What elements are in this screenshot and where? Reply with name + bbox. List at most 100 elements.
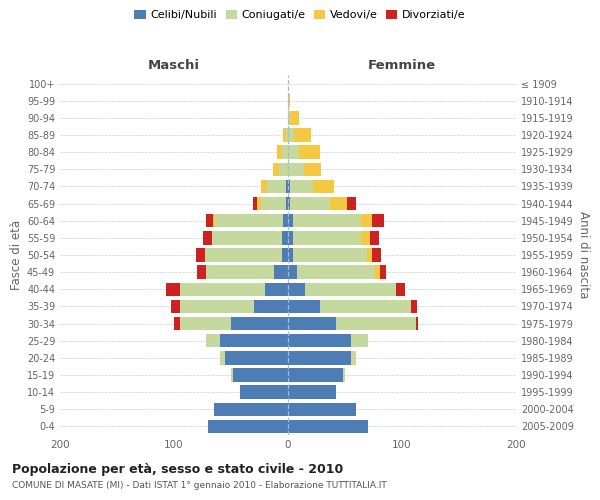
Bar bbox=[288, 146, 299, 159]
Bar bbox=[206, 334, 220, 347]
Bar bbox=[373, 214, 384, 228]
Bar bbox=[226, 351, 288, 364]
Bar bbox=[257, 197, 260, 210]
Bar bbox=[268, 180, 286, 193]
Bar bbox=[288, 368, 343, 382]
Bar bbox=[288, 420, 368, 433]
Bar bbox=[361, 231, 370, 244]
Bar bbox=[416, 317, 418, 330]
Y-axis label: Fasce di età: Fasce di età bbox=[10, 220, 23, 290]
Bar bbox=[374, 266, 380, 279]
Bar bbox=[196, 248, 205, 262]
Bar bbox=[288, 180, 290, 193]
Bar bbox=[206, 214, 213, 228]
Text: Maschi: Maschi bbox=[148, 58, 200, 71]
Bar bbox=[293, 214, 361, 228]
Bar bbox=[288, 300, 320, 313]
Bar bbox=[288, 197, 290, 210]
Bar bbox=[277, 146, 283, 159]
Bar bbox=[206, 266, 274, 279]
Bar bbox=[279, 162, 288, 176]
Bar bbox=[286, 180, 288, 193]
Bar bbox=[283, 214, 288, 228]
Bar bbox=[286, 197, 288, 210]
Bar bbox=[283, 248, 288, 262]
Y-axis label: Anni di nascita: Anni di nascita bbox=[577, 212, 590, 298]
Bar bbox=[180, 282, 265, 296]
Bar bbox=[397, 282, 406, 296]
Bar bbox=[288, 317, 336, 330]
Bar bbox=[350, 351, 356, 364]
Bar bbox=[273, 162, 279, 176]
Bar bbox=[240, 386, 288, 399]
Bar bbox=[205, 248, 283, 262]
Bar bbox=[274, 266, 288, 279]
Bar bbox=[347, 197, 356, 210]
Bar bbox=[233, 368, 288, 382]
Bar bbox=[361, 214, 373, 228]
Bar bbox=[305, 282, 397, 296]
Bar bbox=[288, 111, 290, 124]
Text: COMUNE DI MASATE (MI) - Dati ISTAT 1° gennaio 2010 - Elaborazione TUTTITALIA.IT: COMUNE DI MASATE (MI) - Dati ISTAT 1° ge… bbox=[12, 481, 387, 490]
Bar bbox=[297, 266, 374, 279]
Bar bbox=[336, 317, 416, 330]
Bar bbox=[373, 248, 382, 262]
Bar bbox=[254, 300, 288, 313]
Bar bbox=[283, 146, 288, 159]
Legend: Celibi/Nubili, Coniugati/e, Vedovi/e, Divorziati/e: Celibi/Nubili, Coniugati/e, Vedovi/e, Di… bbox=[130, 6, 470, 25]
Bar bbox=[288, 162, 304, 176]
Bar bbox=[260, 180, 268, 193]
Bar bbox=[288, 386, 336, 399]
Bar bbox=[290, 180, 313, 193]
Bar bbox=[288, 214, 293, 228]
Bar bbox=[290, 197, 330, 210]
Bar bbox=[288, 334, 350, 347]
Bar bbox=[290, 111, 299, 124]
Bar bbox=[253, 197, 257, 210]
Bar bbox=[220, 351, 226, 364]
Bar bbox=[411, 300, 417, 313]
Bar bbox=[288, 128, 294, 141]
Bar bbox=[212, 231, 283, 244]
Bar bbox=[197, 266, 206, 279]
Bar bbox=[313, 180, 334, 193]
Bar bbox=[288, 94, 290, 108]
Bar bbox=[283, 231, 288, 244]
Bar bbox=[180, 317, 231, 330]
Text: Popolazione per età, sesso e stato civile - 2010: Popolazione per età, sesso e stato civil… bbox=[12, 462, 343, 475]
Bar bbox=[350, 334, 368, 347]
Bar bbox=[208, 420, 288, 433]
Bar bbox=[166, 282, 180, 296]
Bar bbox=[288, 282, 305, 296]
Bar bbox=[215, 214, 283, 228]
Bar bbox=[213, 214, 215, 228]
Bar bbox=[286, 128, 288, 141]
Bar bbox=[214, 402, 288, 416]
Bar bbox=[367, 248, 373, 262]
Bar bbox=[304, 162, 321, 176]
Bar bbox=[380, 266, 386, 279]
Bar bbox=[170, 300, 180, 313]
Text: Femmine: Femmine bbox=[368, 58, 436, 71]
Bar bbox=[260, 197, 286, 210]
Bar bbox=[180, 300, 254, 313]
Bar bbox=[299, 146, 320, 159]
Bar bbox=[265, 282, 288, 296]
Bar bbox=[294, 128, 311, 141]
Bar bbox=[288, 266, 297, 279]
Bar bbox=[288, 351, 350, 364]
Bar bbox=[330, 197, 347, 210]
Bar bbox=[174, 317, 180, 330]
Bar bbox=[320, 300, 411, 313]
Bar bbox=[203, 231, 212, 244]
Bar bbox=[220, 334, 288, 347]
Bar bbox=[370, 231, 379, 244]
Bar bbox=[283, 128, 286, 141]
Bar bbox=[231, 368, 233, 382]
Bar bbox=[293, 231, 361, 244]
Bar bbox=[231, 317, 288, 330]
Bar bbox=[343, 368, 345, 382]
Bar bbox=[288, 402, 356, 416]
Bar bbox=[288, 248, 293, 262]
Bar bbox=[293, 248, 367, 262]
